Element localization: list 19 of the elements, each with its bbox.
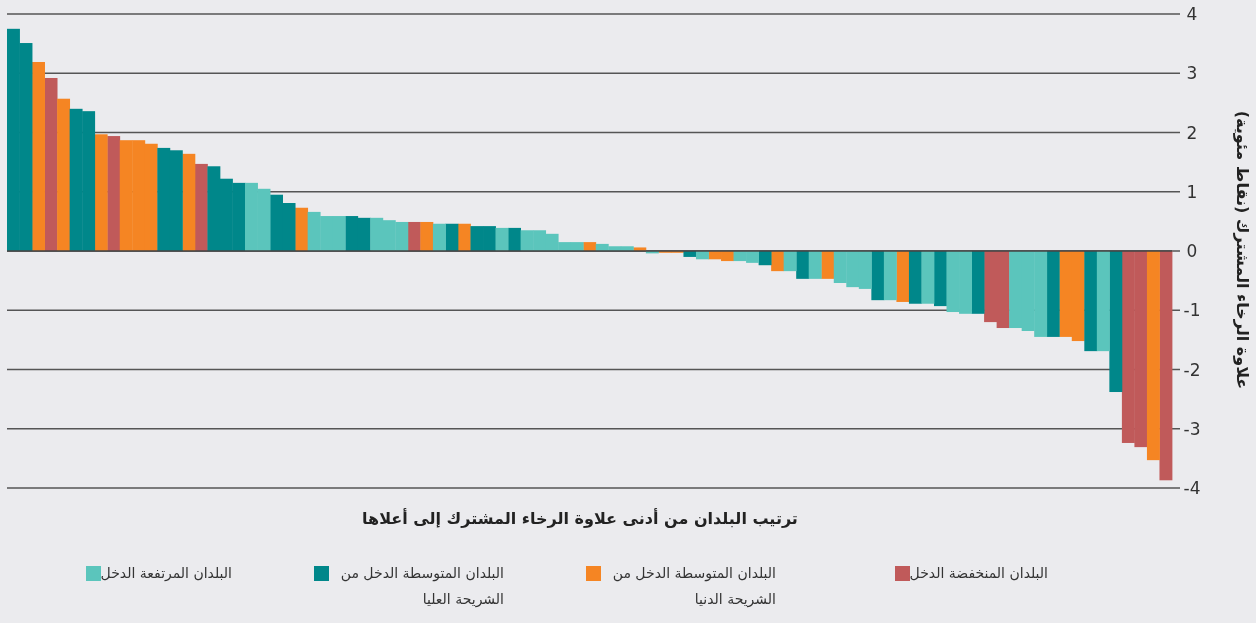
y-tick-label: -1	[1183, 300, 1201, 321]
legend-label: البلدان المنخفضة الدخل	[909, 564, 1048, 583]
legend-item: البلدان المرتفعة الدخل	[75, 560, 232, 586]
y-tick-label: -2	[1183, 359, 1201, 380]
legend-item: البلدان المنخفضة الدخل	[884, 560, 1048, 586]
legend-item: البلدان المتوسطة الدخل من الشريحة العليا	[304, 560, 504, 612]
y-tick-label: 2	[1186, 122, 1198, 143]
legend-label: البلدان المتوسطة الدخل من الشريحة الدنيا	[611, 564, 776, 610]
y-tick-label: -3	[1183, 418, 1201, 439]
y-tick-label: 3	[1186, 63, 1198, 84]
legend-item: البلدان المتوسطة الدخل من الشريحة الدنيا	[576, 560, 776, 612]
y-tick-label: 1	[1186, 181, 1198, 202]
legend-label: البلدان المتوسطة الدخل من الشريحة العليا	[339, 564, 504, 610]
y-tick-label: 0	[1186, 241, 1198, 261]
y-tick-label: 4	[1186, 4, 1198, 24]
legend-label: البلدان المرتفعة الدخل	[100, 564, 232, 583]
y-tick-label: -4	[1183, 478, 1201, 498]
x-axis-title: ترتيب البلدان من أدنى علاوة الرخاء المشترك إلى أعلاها	[362, 508, 798, 528]
y-axis-title: علاوة الرخاء المشترك (نقاط مئوية)	[1233, 110, 1252, 390]
